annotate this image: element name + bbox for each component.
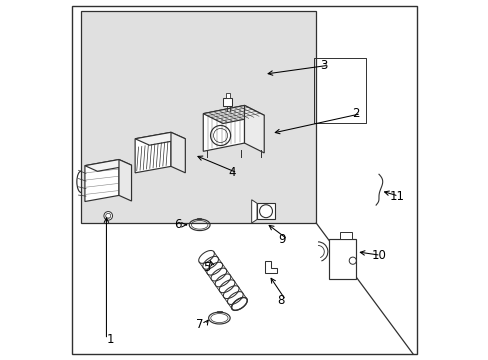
Text: 3: 3 — [319, 59, 326, 72]
Polygon shape — [223, 98, 232, 107]
Polygon shape — [339, 232, 351, 239]
Text: 10: 10 — [371, 249, 386, 262]
Text: 2: 2 — [351, 107, 359, 120]
Polygon shape — [135, 132, 171, 173]
Polygon shape — [251, 200, 257, 223]
Text: 9: 9 — [278, 233, 285, 246]
Polygon shape — [203, 105, 244, 151]
Polygon shape — [81, 12, 316, 223]
Circle shape — [104, 212, 112, 220]
Text: 1: 1 — [106, 333, 114, 346]
Polygon shape — [171, 132, 185, 173]
Text: 8: 8 — [276, 294, 284, 307]
Polygon shape — [264, 261, 276, 273]
Polygon shape — [85, 159, 119, 202]
Polygon shape — [119, 159, 131, 201]
Polygon shape — [328, 239, 355, 279]
Polygon shape — [226, 93, 229, 98]
Text: 6: 6 — [174, 218, 182, 231]
Text: 4: 4 — [228, 166, 235, 179]
Polygon shape — [257, 203, 274, 220]
Polygon shape — [203, 105, 264, 123]
Text: 5: 5 — [203, 261, 210, 274]
Polygon shape — [135, 132, 185, 145]
Polygon shape — [85, 159, 131, 171]
Text: 11: 11 — [389, 190, 404, 203]
Text: 7: 7 — [196, 318, 203, 331]
Polygon shape — [244, 105, 264, 153]
